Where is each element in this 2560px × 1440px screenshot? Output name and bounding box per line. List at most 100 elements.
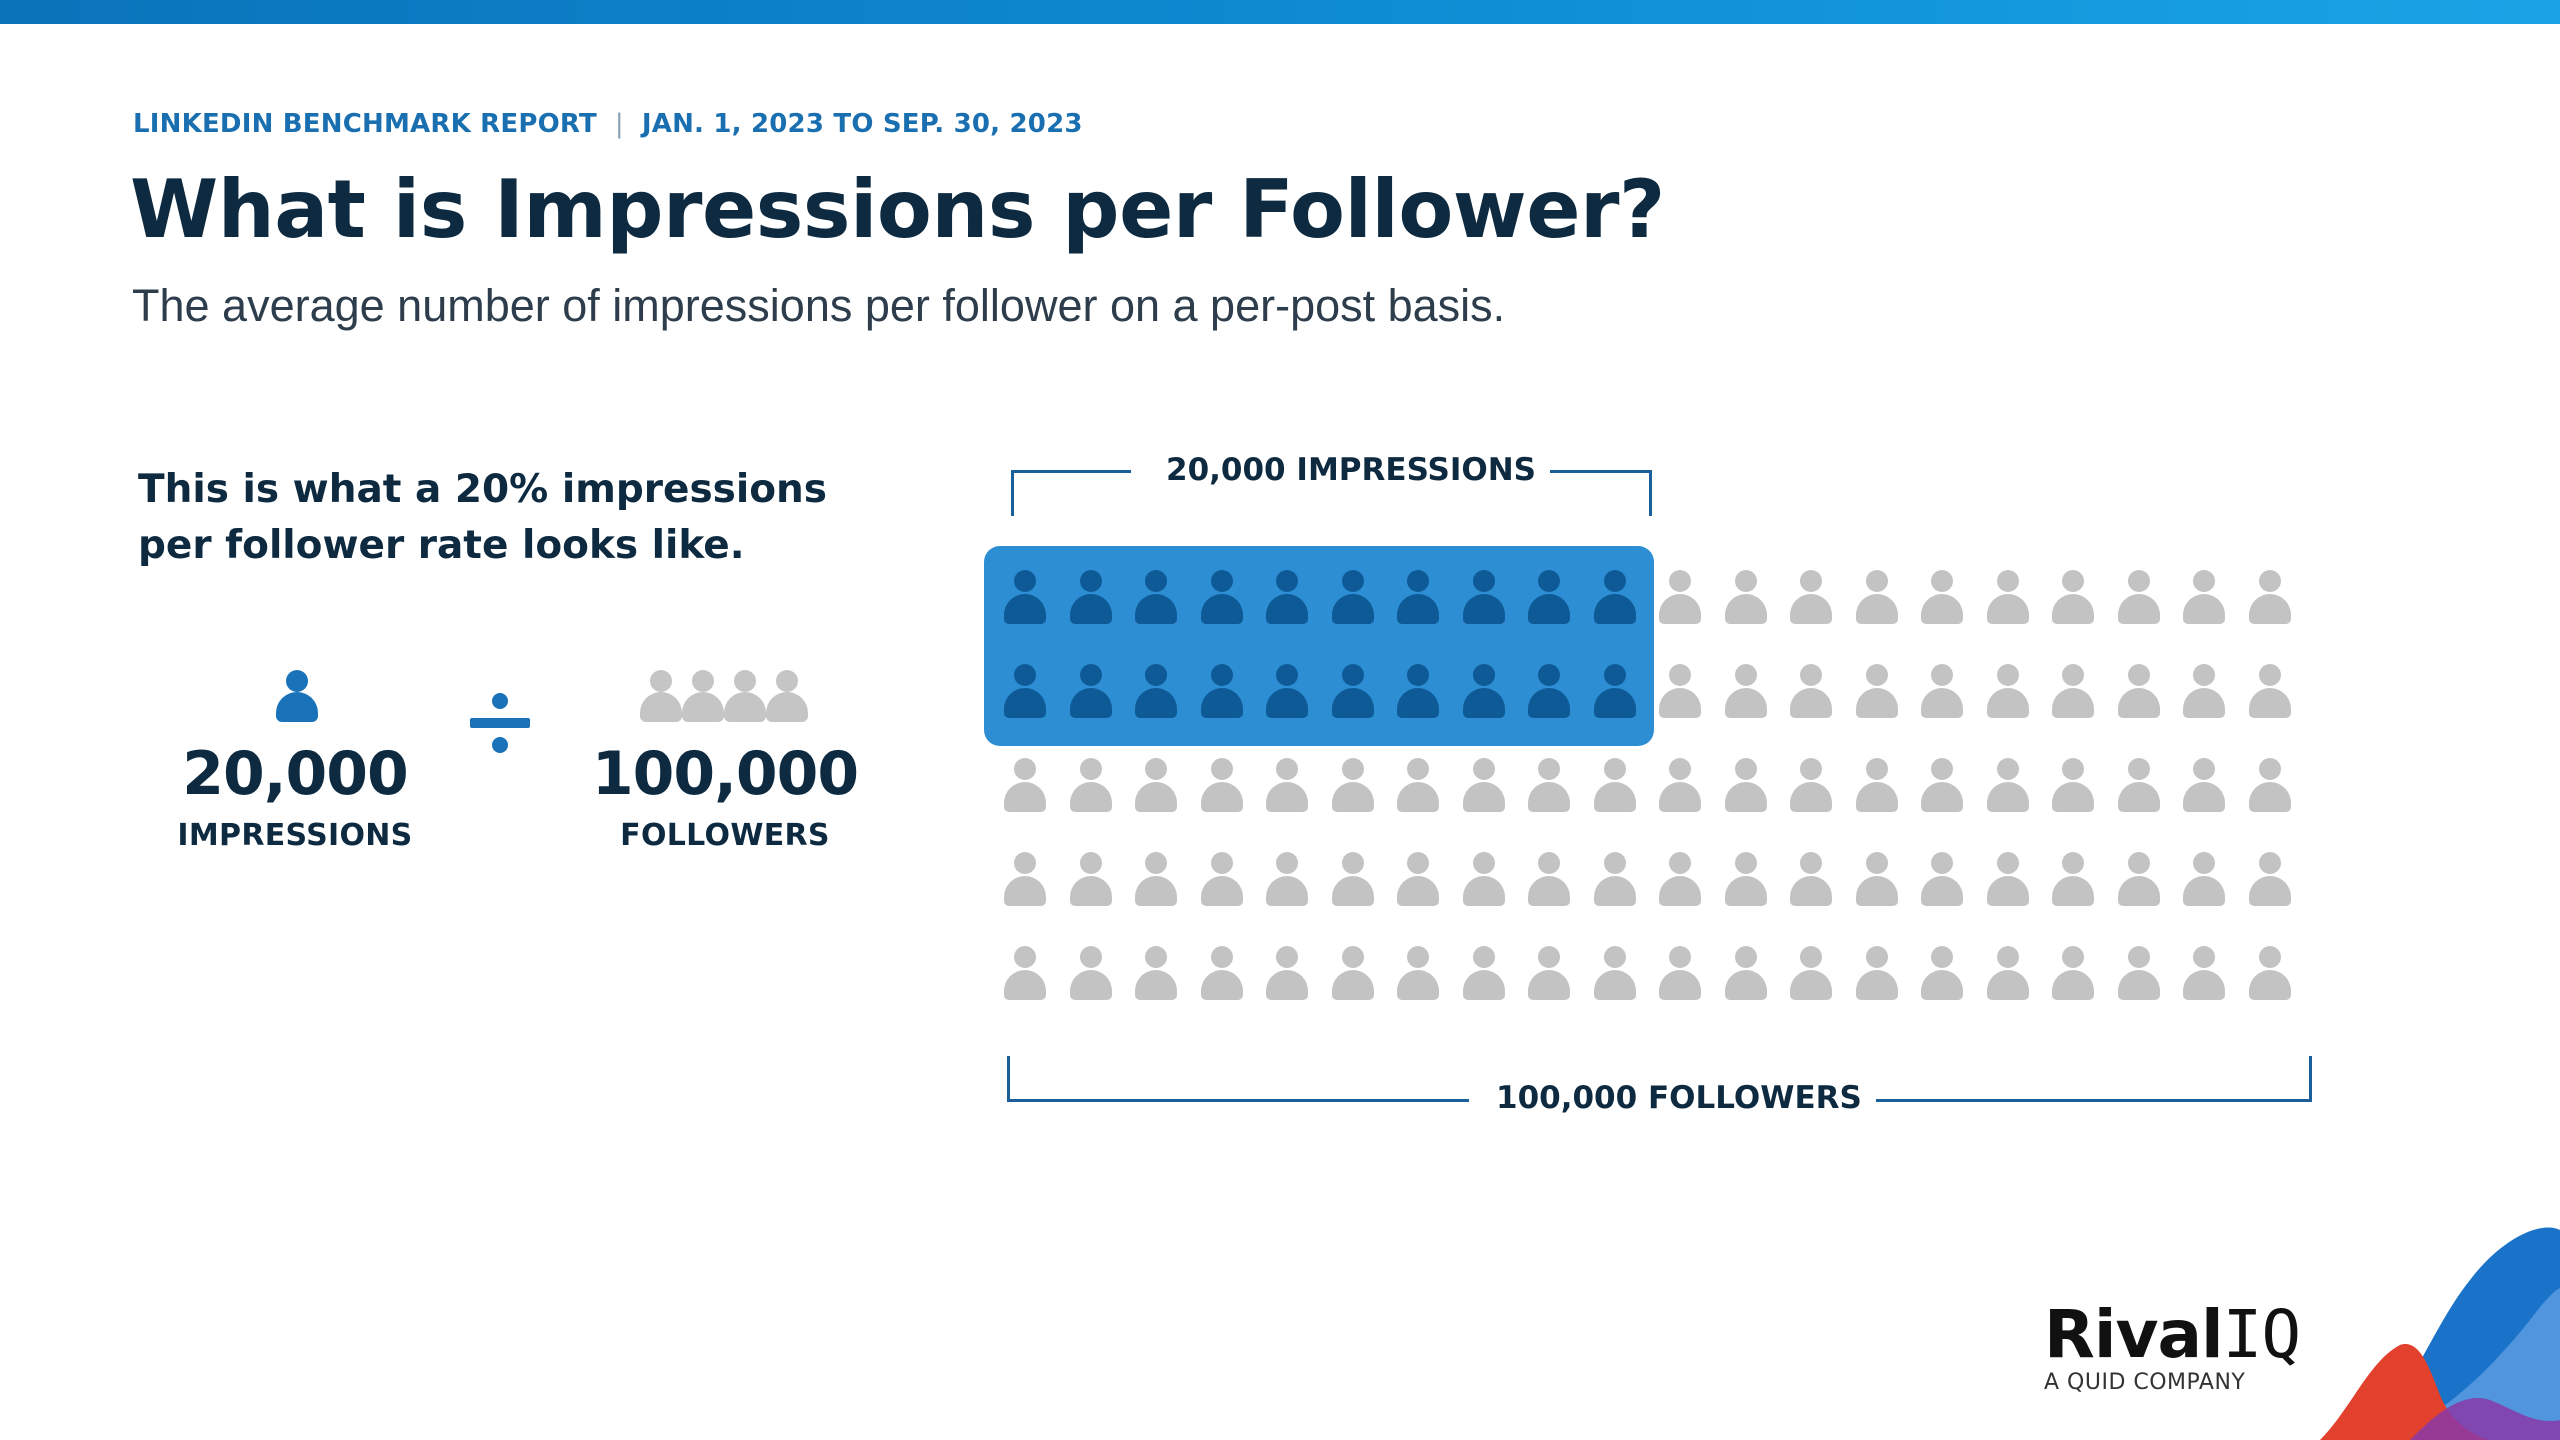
person-icon xyxy=(1723,852,1769,908)
person-icon xyxy=(1592,758,1638,814)
person-icon-highlighted xyxy=(1461,570,1507,626)
person-icon xyxy=(1854,664,1900,720)
person-icon xyxy=(1592,946,1638,1002)
person-icon xyxy=(2181,946,2227,1002)
person-icon xyxy=(2247,946,2293,1002)
person-icon xyxy=(2181,758,2227,814)
bottom-bracket-label: 100,000 FOLLOWERS xyxy=(1482,1080,1876,1116)
person-icon-highlighted xyxy=(1461,664,1507,720)
person-icon xyxy=(1985,852,2031,908)
person-icon xyxy=(1657,758,1703,814)
person-icon-highlighted xyxy=(1002,664,1048,720)
person-icon xyxy=(1264,758,1310,814)
logo-word: Rival xyxy=(2044,1296,2224,1373)
person-icon xyxy=(2116,570,2162,626)
person-icon xyxy=(1919,852,1965,908)
top-bracket-left-tick xyxy=(1011,470,1014,516)
person-icon-highlighted xyxy=(1199,570,1245,626)
person-icon xyxy=(1723,570,1769,626)
person-icon xyxy=(1395,758,1441,814)
impressions-value: 20,000 xyxy=(182,739,409,809)
impressions-label: IMPRESSIONS xyxy=(177,818,413,853)
person-icon xyxy=(1002,758,1048,814)
bottom-bracket-line-right xyxy=(1868,1099,2312,1102)
person-icon xyxy=(1788,664,1834,720)
person-icon xyxy=(1657,852,1703,908)
person-icon xyxy=(1919,758,1965,814)
person-icon xyxy=(1199,946,1245,1002)
intro-text: This is what a 20% impressions per follo… xyxy=(138,467,828,568)
person-icon xyxy=(1264,852,1310,908)
person-icon xyxy=(1264,946,1310,1002)
person-icon xyxy=(1723,946,1769,1002)
person-icon xyxy=(1133,852,1179,908)
person-icon xyxy=(2050,664,2096,720)
person-icon-highlighted xyxy=(1395,570,1441,626)
person-icon-highlighted xyxy=(1068,664,1114,720)
person-icon xyxy=(1395,946,1441,1002)
person-icon xyxy=(1788,758,1834,814)
person-icon xyxy=(1985,570,2031,626)
person-icon xyxy=(1657,946,1703,1002)
person-icon xyxy=(1068,946,1114,1002)
person-icon xyxy=(1526,946,1572,1002)
rival-iq-logo: RivalIQ A QUID COMPANY xyxy=(2044,1300,2384,1396)
person-icon xyxy=(1854,758,1900,814)
person-icon-highlighted xyxy=(1395,664,1441,720)
person-icon xyxy=(1330,852,1376,908)
person-icon xyxy=(1657,664,1703,720)
person-icon xyxy=(1788,570,1834,626)
person-icon-highlighted xyxy=(1526,664,1572,720)
logo-suffix: IQ xyxy=(2222,1296,2301,1373)
impressions-stat: 20,000 IMPRESSIONS xyxy=(160,738,430,853)
divide-icon xyxy=(470,693,530,753)
person-icon-highlighted xyxy=(1330,664,1376,720)
person-icon xyxy=(1919,664,1965,720)
top-bracket-line-right xyxy=(1500,470,1652,473)
people-group-icon xyxy=(640,670,808,722)
person-icon-highlighted xyxy=(1526,570,1572,626)
person-icon-highlighted xyxy=(1002,570,1048,626)
person-icon xyxy=(2247,852,2293,908)
person-icon-highlighted xyxy=(1330,570,1376,626)
person-icon xyxy=(1133,946,1179,1002)
person-icon xyxy=(1461,946,1507,1002)
corner-wave-graphic xyxy=(2320,1227,2560,1440)
bottom-bracket-right-tick xyxy=(2309,1056,2312,1102)
person-icon xyxy=(1919,946,1965,1002)
person-icon-highlighted xyxy=(1199,664,1245,720)
page-title: What is Impressions per Follower? xyxy=(130,163,1665,256)
person-icon xyxy=(2247,758,2293,814)
person-icon xyxy=(1985,664,2031,720)
person-icon xyxy=(1723,664,1769,720)
bottom-bracket-line-left xyxy=(1007,1099,1469,1102)
person-icon xyxy=(1199,852,1245,908)
page-subtitle: The average number of impressions per fo… xyxy=(132,280,1506,331)
person-icon xyxy=(2181,664,2227,720)
bottom-bracket-left-tick xyxy=(1007,1056,1010,1102)
person-icon xyxy=(1002,852,1048,908)
person-icon xyxy=(2050,946,2096,1002)
top-bracket-right-tick xyxy=(1649,470,1652,516)
person-icon-highlighted xyxy=(1264,570,1310,626)
person-icon xyxy=(1330,946,1376,1002)
person-icon xyxy=(1788,946,1834,1002)
person-icon xyxy=(1395,852,1441,908)
person-icon xyxy=(1854,570,1900,626)
person-icon xyxy=(1919,570,1965,626)
person-icon xyxy=(1526,758,1572,814)
person-icon xyxy=(1985,946,2031,1002)
person-icon xyxy=(1461,852,1507,908)
person-icon xyxy=(276,670,318,722)
person-icon-highlighted xyxy=(1133,664,1179,720)
person-icon-highlighted xyxy=(1133,570,1179,626)
person-icon xyxy=(1985,758,2031,814)
person-icon xyxy=(2116,946,2162,1002)
person-icon xyxy=(1068,852,1114,908)
top-bracket-label: 20,000 IMPRESSIONS xyxy=(1152,452,1550,488)
person-icon xyxy=(1461,758,1507,814)
person-icon xyxy=(1854,852,1900,908)
followers-label: FOLLOWERS xyxy=(620,818,830,853)
report-header: LINKEDIN BENCHMARK REPORT | JAN. 1, 2023… xyxy=(133,106,1083,142)
top-accent-bar xyxy=(0,0,2560,24)
